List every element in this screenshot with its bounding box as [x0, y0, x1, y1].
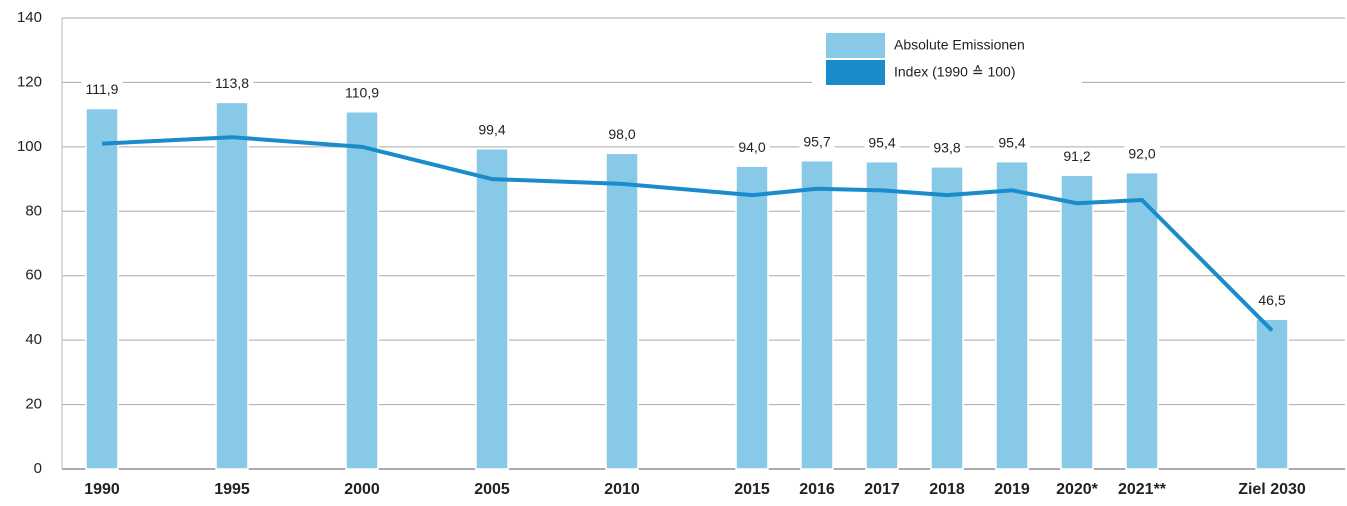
bar	[735, 165, 769, 470]
bar	[995, 160, 1029, 470]
y-tick-label: 0	[34, 460, 42, 477]
bar-value-label: 99,4	[478, 121, 505, 137]
label-bg	[1124, 145, 1160, 162]
label-bg	[341, 84, 384, 101]
label-bg	[474, 121, 510, 138]
bar	[930, 166, 964, 470]
x-tick-label: 2019	[994, 481, 1030, 498]
x-tick-label: 2018	[929, 481, 965, 498]
index-line	[101, 135, 1274, 332]
bar	[85, 107, 119, 470]
x-tick-label: Ziel 2030	[1238, 481, 1306, 498]
bar-value-label: 93,8	[933, 140, 960, 156]
y-tick-label: 140	[17, 9, 42, 26]
bar	[475, 148, 509, 470]
x-tick-label: 2020*	[1056, 481, 1099, 498]
label-bg	[1059, 147, 1095, 164]
label-bg	[734, 138, 770, 155]
y-tick-label: 120	[17, 73, 42, 90]
label-bg	[211, 75, 254, 92]
bar-value-label: 113,8	[215, 75, 249, 91]
x-tick-label: 1990	[84, 481, 120, 498]
bar-value-label: 110,9	[345, 84, 379, 100]
y-tick-label: 100	[17, 138, 42, 155]
bar	[1060, 174, 1094, 470]
bar-value-label: 94,0	[738, 139, 765, 155]
legend-label: Index (1990 ≙ 100)	[894, 64, 1015, 80]
label-bg	[864, 134, 900, 151]
y-tick-label: 40	[25, 331, 42, 348]
y-tick-label: 80	[25, 202, 42, 219]
bar-value-label: 111,9	[86, 81, 119, 97]
legend-swatch	[826, 60, 885, 85]
x-tick-label: 2021**	[1118, 481, 1167, 498]
label-bg	[1254, 291, 1290, 308]
y-tick-label: 20	[25, 396, 42, 413]
label-bg	[604, 126, 640, 143]
bar	[1255, 318, 1289, 470]
x-tick-label: 2016	[799, 481, 835, 498]
bar-value-label: 92,0	[1128, 145, 1155, 161]
legend-label: Absolute Emissionen	[894, 37, 1025, 53]
bar-value-label: 98,0	[608, 126, 635, 142]
label-bg	[994, 134, 1030, 151]
bar-value-label: 95,4	[868, 134, 895, 150]
x-tick-label: 2005	[474, 481, 510, 498]
label-bg	[81, 81, 123, 98]
bar-value-label: 95,4	[998, 134, 1025, 150]
bar	[215, 101, 249, 470]
bar-value-label: 46,5	[1258, 292, 1285, 308]
y-tick-label: 60	[25, 267, 42, 284]
bar-value-label: 91,2	[1063, 148, 1090, 164]
bar	[865, 160, 899, 470]
bar	[605, 152, 639, 470]
x-tick-label: 2010	[604, 481, 640, 498]
legend-swatch	[826, 33, 885, 58]
x-tick-label: 1995	[214, 481, 250, 498]
x-tick-label: 2017	[864, 481, 900, 498]
bar	[345, 110, 379, 470]
bar-value-label: 95,7	[803, 133, 830, 149]
x-tick-label: 2015	[734, 481, 770, 498]
label-bg	[799, 133, 835, 150]
bar	[800, 159, 834, 470]
x-tick-label: 2000	[344, 481, 380, 498]
bar	[1125, 171, 1159, 470]
label-bg	[929, 139, 965, 156]
